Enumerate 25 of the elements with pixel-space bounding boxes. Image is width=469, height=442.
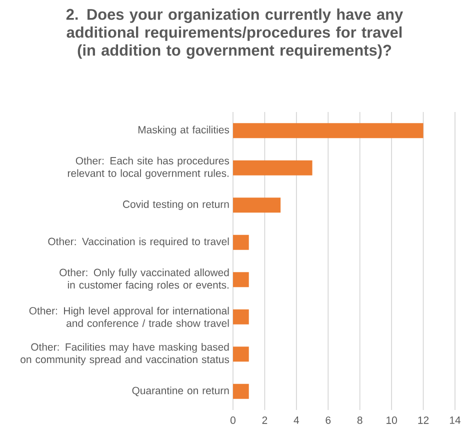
x-tick-label: 4: [294, 416, 300, 424]
bar: [233, 160, 312, 176]
y-tick-label: Quarantine on return: [132, 386, 229, 396]
chart-title: 2. Does your organization currently have any additional requirements/procedures for travel (in addition to government requirements)?: [66, 8, 404, 59]
x-tick-label: 2: [262, 416, 268, 424]
y-tick-label: Other: Each site has procedures relevant to local government rules.: [68, 156, 230, 179]
x-tick-label: 12: [418, 416, 429, 424]
x-tick-label: 10: [386, 416, 397, 424]
bar: [233, 384, 249, 399]
y-tick-label: Masking at facilities: [138, 126, 230, 136]
bar: [233, 272, 249, 288]
y-tick-label: Other: Vaccination is required to travel: [48, 238, 229, 248]
bar: [233, 309, 249, 324]
y-tick-label: Other: High level approval for international and conference / trade show travel: [29, 306, 229, 327]
bar: [233, 198, 281, 213]
bar: [233, 234, 249, 250]
y-tick-label: Other: Facilities may have masking based on community spread and vaccination status: [20, 343, 230, 366]
x-tick-label: 8: [357, 416, 362, 424]
y-tick-label: Other: Only fully vaccinated allowed in customer facing roles or events.: [60, 268, 229, 291]
bar: [233, 346, 249, 362]
bar: [233, 123, 424, 138]
x-tick-label: 0: [230, 416, 236, 424]
x-tick-label: 14: [450, 416, 460, 424]
y-tick-label: Covid testing on return: [123, 200, 229, 210]
x-tick-label: 6: [326, 416, 331, 424]
